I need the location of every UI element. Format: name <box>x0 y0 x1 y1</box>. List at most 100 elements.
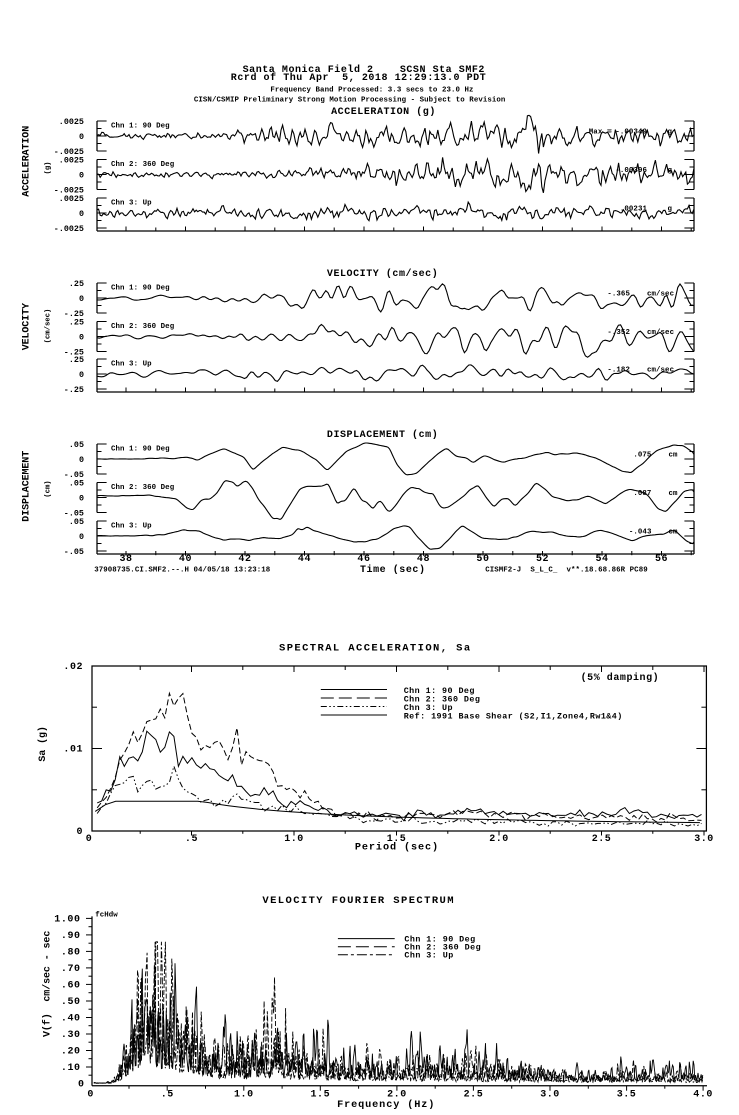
svg-text:1.0: 1.0 <box>284 834 304 845</box>
svg-text:CISN/CSMIP Preliminary Strong: CISN/CSMIP Preliminary Strong Motion Pro… <box>194 97 506 105</box>
svg-text:2.0: 2.0 <box>489 834 509 845</box>
svg-text:-.05: -.05 <box>64 508 84 518</box>
svg-text:Time (sec): Time (sec) <box>360 564 426 576</box>
svg-text:(g): (g) <box>44 161 52 174</box>
svg-text:Ref: 1991 Base Shear (S2,I1,Zo: Ref: 1991 Base Shear (S2,I1,Zone4,Rw1&4) <box>404 712 623 722</box>
svg-text:.0025: .0025 <box>59 155 84 165</box>
svg-text:.25: .25 <box>69 279 84 289</box>
svg-text:cm/sec: cm/sec <box>647 290 674 298</box>
svg-text:50: 50 <box>476 554 489 565</box>
svg-text:0: 0 <box>79 493 84 503</box>
svg-text:(cm/sec): (cm/sec) <box>44 309 52 344</box>
svg-text:Chn 3: Up: Chn 3: Up <box>111 200 152 208</box>
svg-text:ACCELERATION: ACCELERATION <box>21 126 32 197</box>
svg-text:Frequency (Hz): Frequency (Hz) <box>337 1099 435 1111</box>
svg-text:0: 0 <box>79 132 84 142</box>
svg-text:Chn 3: Up: Chn 3: Up <box>111 523 152 531</box>
svg-text:Chn 1: 90 Deg: Chn 1: 90 Deg <box>111 446 170 454</box>
svg-text:g: g <box>668 205 673 213</box>
svg-text:.20: .20 <box>61 1046 81 1057</box>
svg-text:0: 0 <box>79 170 84 180</box>
svg-text:.075: .075 <box>633 451 652 459</box>
svg-text:Chn 3: Up: Chn 3: Up <box>111 361 152 369</box>
svg-text:DISPLACEMENT (cm): DISPLACEMENT (cm) <box>327 429 438 441</box>
svg-text:-.00349: -.00349 <box>615 128 647 136</box>
svg-text:-.05: -.05 <box>64 547 84 557</box>
svg-text:1.00: 1.00 <box>54 914 80 925</box>
svg-text:cm: cm <box>669 528 679 536</box>
svg-text:Chn 1: 90 Deg: Chn 1: 90 Deg <box>404 935 475 945</box>
svg-text:VELOCITY: VELOCITY <box>21 303 32 350</box>
svg-text:37908735.CI.SMF2.--.H 04/05/18: 37908735.CI.SMF2.--.H 04/05/18 13:23:18 <box>94 566 271 574</box>
svg-text:VELOCITY FOURIER SPECTRUM: VELOCITY FOURIER SPECTRUM <box>262 895 455 907</box>
svg-text:Santa Monica Field 2 SCSN S: Santa Monica Field 2 SCSN Sta SMF2 <box>243 64 485 76</box>
svg-text:0: 0 <box>86 834 93 845</box>
svg-text:0: 0 <box>79 209 84 219</box>
svg-text:.01: .01 <box>63 744 83 755</box>
svg-text:Sa (g): Sa (g) <box>37 726 49 761</box>
svg-text:0: 0 <box>79 370 84 380</box>
svg-text:-.352: -.352 <box>607 329 630 337</box>
svg-text:.60: .60 <box>61 980 81 991</box>
svg-text:2.5: 2.5 <box>464 1090 484 1101</box>
svg-text:cm: cm <box>669 451 679 459</box>
svg-text:48: 48 <box>417 554 430 565</box>
svg-text:-.182: -.182 <box>607 366 630 374</box>
svg-text:40: 40 <box>179 554 192 565</box>
svg-text:46: 46 <box>357 554 370 565</box>
svg-text:(cm): (cm) <box>44 480 52 497</box>
svg-text:.00231: .00231 <box>620 205 648 213</box>
svg-text:V(f) cm/sec - sec: V(f) cm/sec - sec <box>42 931 54 1037</box>
svg-text:.30: .30 <box>61 1030 81 1041</box>
svg-text:0: 0 <box>87 1090 94 1101</box>
svg-text:-.25: -.25 <box>64 385 84 395</box>
svg-text:(5% damping): (5% damping) <box>581 672 660 684</box>
svg-text:Chn 1: 90 Deg: Chn 1: 90 Deg <box>111 123 170 131</box>
svg-text:.90: .90 <box>61 931 81 942</box>
svg-text:Chn 1: 90 Deg: Chn 1: 90 Deg <box>111 285 170 293</box>
svg-text:42: 42 <box>238 554 251 565</box>
svg-text:Chn 2: 360 Deg: Chn 2: 360 Deg <box>404 695 481 705</box>
svg-text:fcHdw: fcHdw <box>95 912 118 920</box>
svg-text:Period (sec): Period (sec) <box>355 842 439 854</box>
svg-text:g: g <box>668 128 673 136</box>
svg-text:-.365: -.365 <box>607 290 630 298</box>
svg-text:DISPLACEMENT: DISPLACEMENT <box>21 451 32 522</box>
svg-text:-.0025: -.0025 <box>54 224 84 234</box>
svg-text:-.0025: -.0025 <box>54 185 84 195</box>
svg-text:2.0: 2.0 <box>387 1090 407 1101</box>
svg-text:Chn 2: 360 Deg: Chn 2: 360 Deg <box>111 323 175 331</box>
svg-text:=: = <box>608 128 613 136</box>
svg-text:4.0: 4.0 <box>693 1090 713 1101</box>
svg-text:.70: .70 <box>61 964 81 975</box>
svg-text:.05: .05 <box>69 517 84 527</box>
svg-text:Chn 2: 360 Deg: Chn 2: 360 Deg <box>111 161 175 169</box>
svg-text:.10: .10 <box>61 1063 81 1074</box>
svg-text:Rcrd of Thu Apr 5, 2018 12:29: Rcrd of Thu Apr 5, 2018 12:29:13.0 PDT <box>231 72 486 84</box>
svg-text:-.25: -.25 <box>64 309 84 319</box>
svg-text:-.043: -.043 <box>629 528 652 536</box>
svg-text:52: 52 <box>536 554 549 565</box>
svg-text:.40: .40 <box>61 1013 81 1024</box>
svg-text:-.00396: -.00396 <box>615 167 647 175</box>
svg-text:Max =: Max = <box>589 128 612 136</box>
svg-text:38: 38 <box>120 554 133 565</box>
svg-text:Frequency Band Processed: 3.3: Frequency Band Processed: 3.3 secs to 23… <box>270 87 473 95</box>
svg-text:Chn 1: 90 Deg: Chn 1: 90 Deg <box>404 686 475 696</box>
svg-text:.50: .50 <box>61 997 81 1008</box>
svg-text:.5: .5 <box>161 1090 174 1101</box>
svg-text:0: 0 <box>77 827 84 838</box>
svg-text:.087: .087 <box>633 490 651 498</box>
svg-text:Chn 2: 360 Deg: Chn 2: 360 Deg <box>404 943 481 953</box>
svg-text:0: 0 <box>79 455 84 465</box>
svg-text:0: 0 <box>78 1079 85 1090</box>
svg-text:.02: .02 <box>63 662 83 673</box>
svg-text:54: 54 <box>596 554 609 565</box>
svg-text:0: 0 <box>79 294 84 304</box>
svg-text:.0025: .0025 <box>59 117 84 127</box>
svg-text:44: 44 <box>298 554 311 565</box>
svg-text:Chn 3: Up: Chn 3: Up <box>404 703 453 713</box>
svg-text:-.25: -.25 <box>64 347 84 357</box>
svg-text:1.5: 1.5 <box>387 834 407 845</box>
svg-text:ACCELERATION (g): ACCELERATION (g) <box>331 106 436 118</box>
